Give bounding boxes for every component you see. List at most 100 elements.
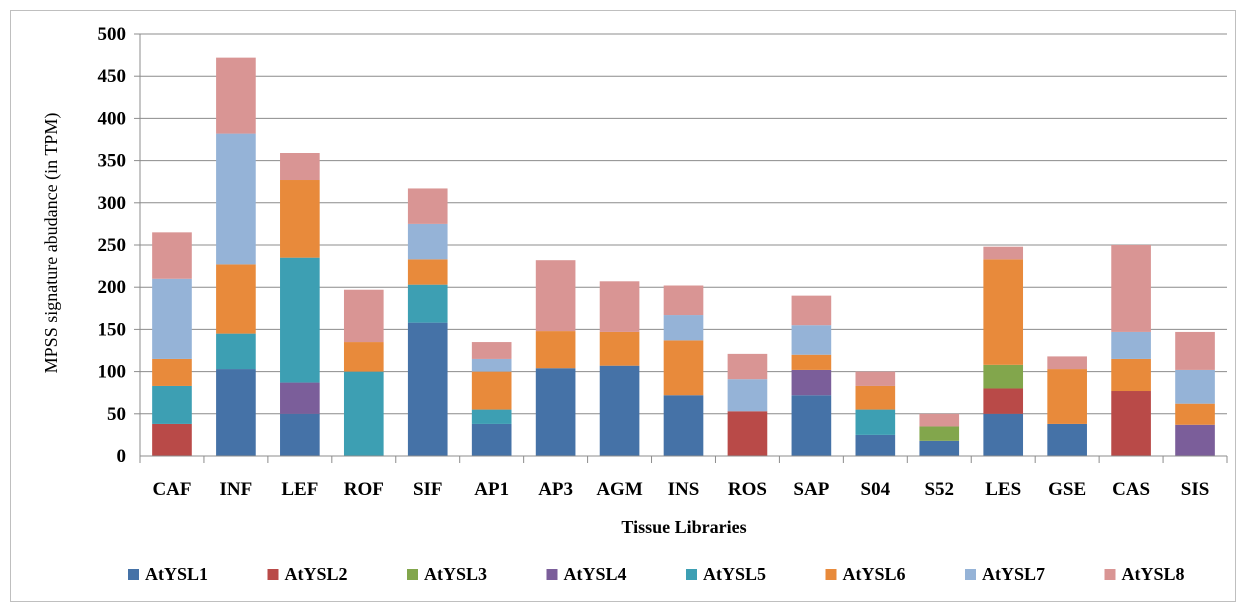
- bar-inf-atysl8: [216, 58, 256, 134]
- bar-les-atysl2: [983, 388, 1023, 413]
- x-tick-label: AGM: [596, 479, 643, 500]
- x-tick-label: LEF: [281, 479, 318, 500]
- bar-inf-atysl1: [216, 369, 256, 456]
- x-tick-label: CAS: [1112, 479, 1150, 500]
- bar-inf-atysl6: [216, 264, 256, 333]
- bar-s52-atysl8: [919, 414, 959, 427]
- bar-ap3-atysl6: [536, 331, 576, 368]
- legend-label: AtYSL7: [982, 564, 1045, 584]
- x-tick-label: SIS: [1181, 479, 1210, 500]
- legend-label: AtYSL3: [424, 564, 487, 584]
- x-tick-label: SIF: [413, 479, 443, 500]
- bar-ap3-atysl8: [536, 260, 576, 331]
- bar-agm-atysl1: [600, 366, 640, 456]
- bars: [152, 58, 1215, 456]
- bar-sis-atysl8: [1175, 332, 1215, 370]
- bar-les-atysl8: [983, 247, 1023, 260]
- bar-sif-atysl8: [408, 188, 448, 223]
- bar-ins-atysl7: [664, 315, 704, 340]
- x-tick-label: CAF: [152, 479, 191, 500]
- legend-label: AtYSL2: [285, 564, 348, 584]
- x-tick-label: AP3: [538, 479, 573, 500]
- legend-swatch-atysl8: [1105, 569, 1116, 580]
- bar-ap1-atysl5: [472, 410, 512, 424]
- legend-label: AtYSL4: [564, 564, 627, 584]
- bar-lef-atysl5: [280, 258, 320, 383]
- x-tick-labels: CAF INF LEF ROF SIF AP1 AP3 AGM INS ROS SAP S04 S52 L…: [152, 479, 1209, 500]
- bar-ap3-atysl1: [536, 368, 576, 456]
- bar-s04-atysl5: [856, 410, 896, 435]
- y-tick-label: 150: [98, 319, 127, 340]
- bar-inf-atysl7: [216, 134, 256, 265]
- bar-cas-atysl2: [1111, 391, 1151, 456]
- bar-sap-atysl4: [792, 370, 832, 395]
- bar-ros-atysl7: [728, 379, 768, 411]
- bar-sis-atysl7: [1175, 370, 1215, 404]
- bar-s04-atysl8: [856, 372, 896, 386]
- legend-label: AtYSL6: [843, 564, 906, 584]
- y-tick-label: 500: [98, 24, 127, 45]
- legend-swatch-atysl6: [826, 569, 837, 580]
- x-tick-label: SAP: [793, 479, 829, 500]
- bar-caf-atysl2: [152, 424, 192, 456]
- bar-s52-atysl1: [919, 441, 959, 456]
- legend-swatch-atysl1: [128, 569, 139, 580]
- bar-sis-atysl6: [1175, 404, 1215, 425]
- y-tick-label: 350: [98, 151, 127, 172]
- x-tick-label: INF: [220, 479, 253, 500]
- bar-agm-atysl8: [600, 281, 640, 332]
- bar-les-atysl6: [983, 259, 1023, 365]
- bar-sap-atysl8: [792, 296, 832, 326]
- legend-label: AtYSL5: [703, 564, 766, 584]
- y-tick-label: 100: [98, 362, 127, 383]
- bar-rof-atysl6: [344, 342, 384, 372]
- bar-gse-atysl1: [1047, 424, 1087, 456]
- x-tick-label: LES: [985, 479, 1021, 500]
- bar-s04-atysl6: [856, 386, 896, 410]
- bar-cas-atysl8: [1111, 245, 1151, 332]
- bar-inf-atysl5: [216, 334, 256, 369]
- x-tick-label: GSE: [1048, 479, 1086, 500]
- bar-ap1-atysl6: [472, 372, 512, 410]
- x-axis-label: Tissue Libraries: [621, 517, 746, 537]
- legend-swatch-atysl5: [686, 569, 697, 580]
- bar-ap1-atysl7: [472, 359, 512, 372]
- legend-swatch-atysl2: [268, 569, 279, 580]
- bar-les-atysl1: [983, 414, 1023, 456]
- bar-lef-atysl1: [280, 414, 320, 456]
- bar-lef-atysl4: [280, 383, 320, 414]
- bar-rof-atysl5: [344, 372, 384, 456]
- y-tick-label: 400: [98, 108, 127, 129]
- bar-sap-atysl7: [792, 325, 832, 355]
- legend-swatch-atysl4: [547, 569, 558, 580]
- y-tick-label: 450: [98, 66, 127, 87]
- x-tick-label: ROF: [344, 479, 384, 500]
- legend-swatch-atysl3: [407, 569, 418, 580]
- bar-ap1-atysl8: [472, 342, 512, 359]
- bar-les-atysl3: [983, 365, 1023, 389]
- y-tick-label: 300: [98, 193, 127, 214]
- x-tick-label: ROS: [728, 479, 767, 500]
- bar-cas-atysl7: [1111, 332, 1151, 359]
- bar-caf-atysl8: [152, 232, 192, 278]
- bar-ap1-atysl1: [472, 424, 512, 456]
- x-tick-label: S52: [924, 479, 954, 500]
- y-tick-labels: 0 50 100 150 200 250 300 350 400 450 500: [98, 24, 127, 467]
- bar-s52-atysl3: [919, 426, 959, 440]
- bar-rof-atysl8: [344, 290, 384, 342]
- bar-sap-atysl6: [792, 355, 832, 370]
- bar-lef-atysl8: [280, 153, 320, 180]
- bar-s04-atysl1: [856, 435, 896, 456]
- bar-sap-atysl1: [792, 395, 832, 456]
- bar-sis-atysl4: [1175, 425, 1215, 456]
- bar-caf-atysl5: [152, 386, 192, 424]
- legend-swatch-atysl7: [965, 569, 976, 580]
- x-tick-label: AP1: [474, 479, 509, 500]
- y-tick-label: 200: [98, 277, 127, 298]
- x-tick-label: S04: [861, 479, 891, 500]
- legend-label: AtYSL8: [1122, 564, 1185, 584]
- y-tick-label: 250: [98, 235, 127, 256]
- bar-sif-atysl7: [408, 224, 448, 259]
- bar-caf-atysl7: [152, 279, 192, 359]
